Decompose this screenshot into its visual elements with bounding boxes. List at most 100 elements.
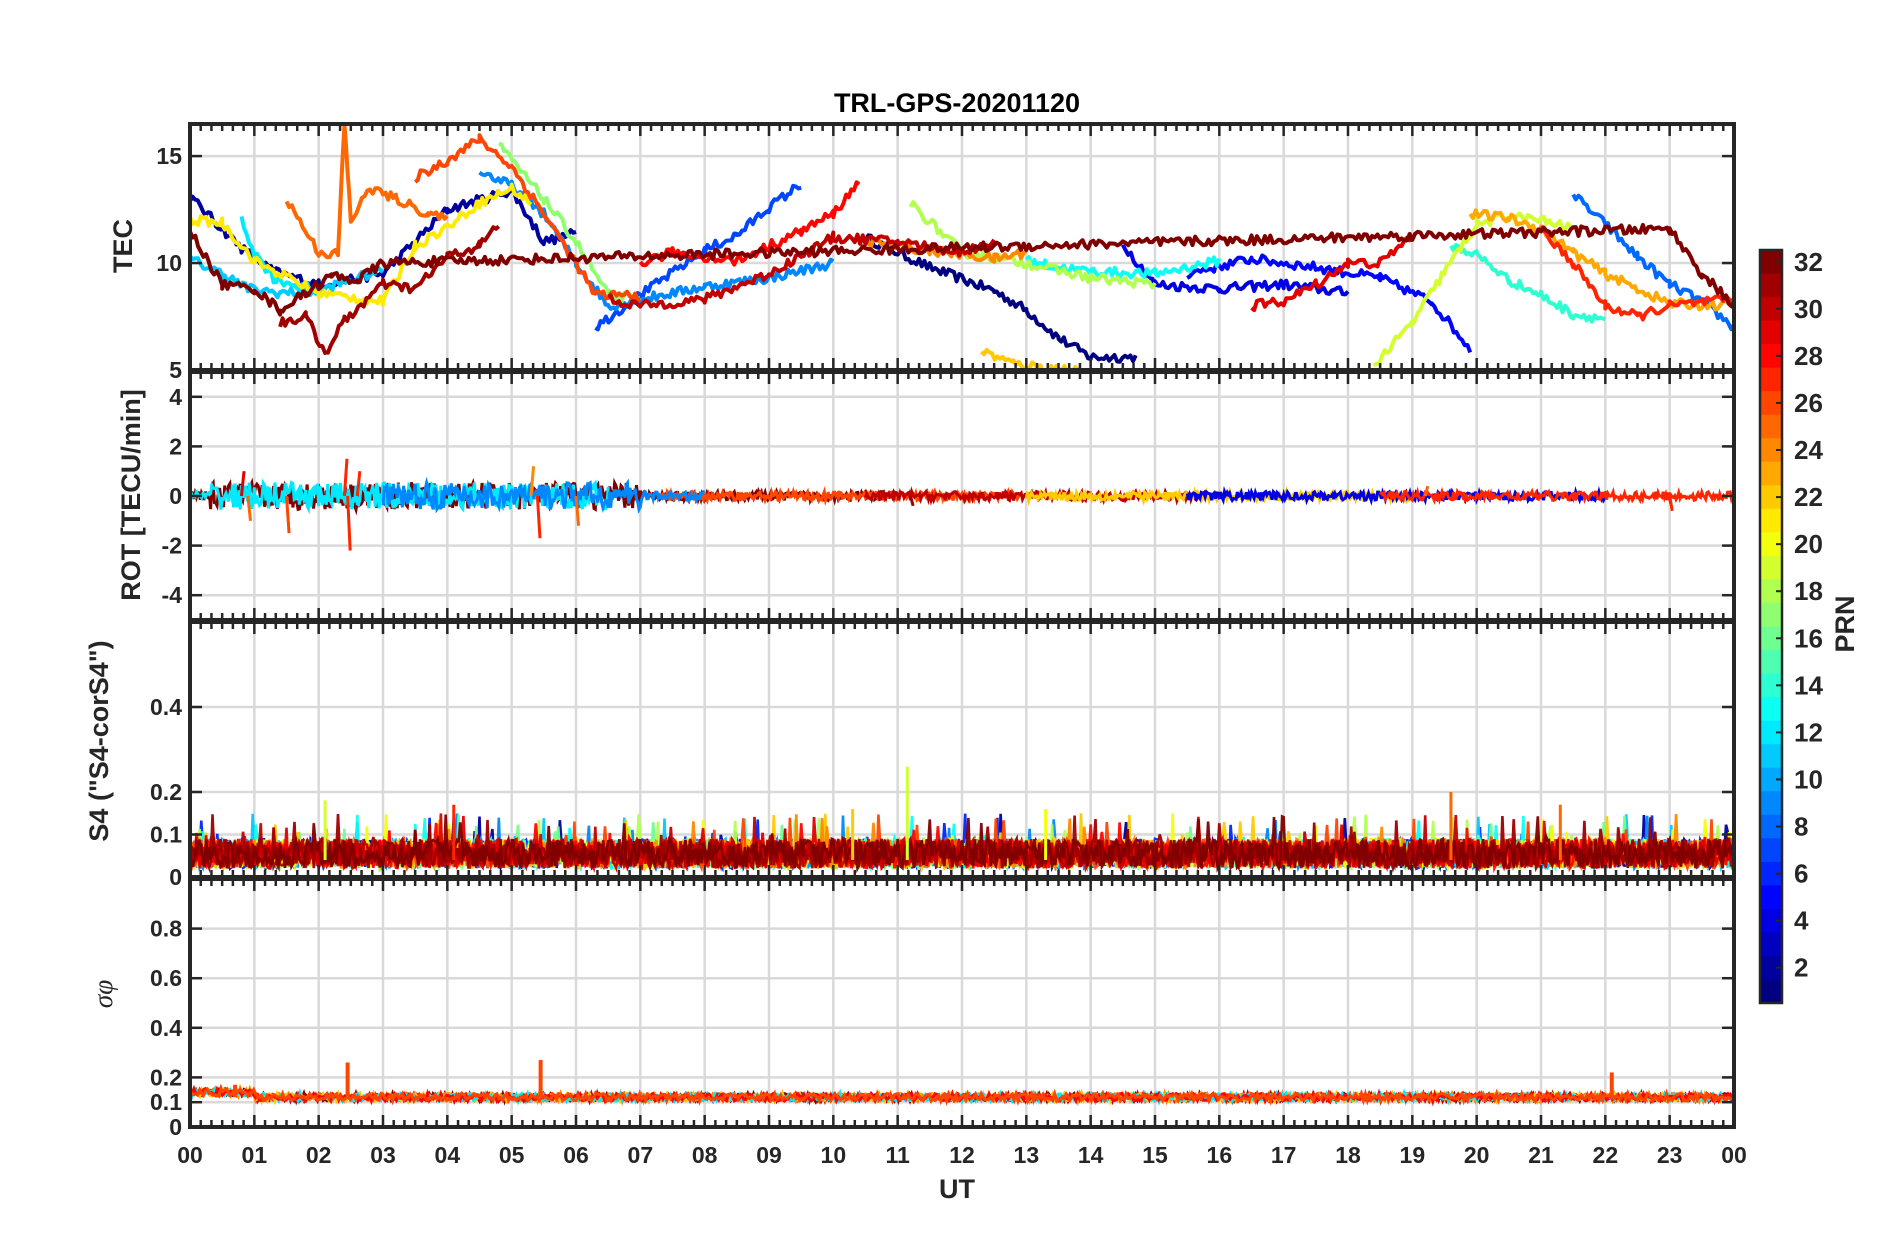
rot-series-line — [381, 476, 705, 514]
colorbar-tick-label: 14 — [1794, 670, 1823, 700]
rot-spike — [529, 466, 536, 497]
colorbar-swatch — [1760, 720, 1782, 745]
chart-title: TRL-GPS-20201120 — [834, 88, 1080, 118]
colorbar-frame — [1758, 248, 1784, 1005]
x-tick-label: 18 — [1335, 1142, 1361, 1168]
tec-series-line — [190, 222, 1734, 317]
data-layer — [190, 1060, 1734, 1107]
rot-spike — [1423, 485, 1430, 497]
data-layer — [190, 458, 1734, 551]
x-tick-label: 07 — [628, 1142, 654, 1168]
colorbar-tick-label: 30 — [1794, 294, 1823, 324]
ylabel-tec: TEC — [108, 219, 138, 273]
x-tick-label: 11 — [886, 1142, 911, 1168]
colorbar-tick-label: 32 — [1794, 247, 1823, 277]
colorbar-label: PRN — [1830, 595, 1860, 652]
y-tick-label: 0.8 — [150, 916, 182, 942]
rot-spike — [909, 495, 915, 507]
colorbar-swatch — [1760, 555, 1782, 581]
y-tick-label: 0.2 — [150, 1064, 182, 1090]
colorbar-swatch — [1760, 650, 1782, 675]
x-tick-label: 01 — [242, 1142, 268, 1168]
colorbar-tick-label: 6 — [1794, 859, 1808, 889]
y-tick-label: 15 — [156, 143, 182, 169]
ylabel-rot: ROT [TECU/min] — [116, 389, 146, 600]
y-tick-label: 0 — [169, 483, 182, 509]
y-tick-label: 0.4 — [150, 694, 182, 720]
x-tick-label: 09 — [756, 1142, 782, 1168]
rot-spike — [535, 495, 542, 539]
colorbar-tick-label: 24 — [1794, 435, 1823, 465]
colorbar-tick-label: 10 — [1794, 764, 1823, 794]
y-tick-label: 5 — [169, 357, 182, 383]
colorbar-swatch — [1760, 979, 1782, 1004]
colorbar-tick-label: 22 — [1794, 482, 1823, 512]
x-tick-label: 03 — [370, 1142, 396, 1168]
panel-rot: -4 -2 0 2 4 — [162, 370, 1736, 622]
x-tick-label: 13 — [1014, 1142, 1040, 1168]
colorbar-swatch — [1760, 532, 1782, 557]
tec-series-line — [1539, 225, 1734, 322]
rot-series-line — [1379, 486, 1734, 506]
ylabel-sigma-phi: σφ — [88, 980, 118, 1008]
x-tick-label: 14 — [1078, 1142, 1104, 1168]
colorbar-swatch — [1760, 438, 1782, 463]
rot-spike — [355, 471, 362, 497]
tec-series-line — [1121, 243, 1350, 297]
tec-series-line — [498, 141, 641, 304]
x-tick-label: 17 — [1271, 1142, 1297, 1168]
y-tick-label: 10 — [156, 250, 182, 276]
colorbar-tick-label: 12 — [1794, 717, 1823, 747]
xlabel-ut: UT — [939, 1174, 975, 1204]
panel-tec: 5 10 15 — [156, 122, 1736, 383]
y-tick-label: 0 — [169, 1114, 182, 1140]
rot-spike — [574, 495, 581, 526]
x-tick-label: 21 — [1528, 1142, 1554, 1168]
colorbar-swatch — [1760, 626, 1782, 651]
colorbar-tick-label: 28 — [1794, 341, 1823, 371]
rot-spike — [342, 458, 349, 497]
y-tick-label: 0.2 — [150, 779, 182, 805]
colorbar-swatch — [1760, 838, 1782, 863]
x-tick-label: 05 — [499, 1142, 525, 1168]
colorbar-swatch — [1760, 250, 1782, 275]
rot-spike — [246, 495, 252, 521]
colorbar-swatch — [1760, 861, 1782, 886]
x-tick-label: 12 — [949, 1142, 975, 1168]
tec-series-line — [908, 200, 1157, 290]
rot-spike — [285, 495, 291, 534]
y-tick-label: 0 — [169, 864, 182, 890]
rot-spike — [1668, 495, 1674, 512]
data-layer — [190, 766, 1734, 874]
tec-series-line — [1186, 253, 1473, 354]
tec-series-line — [1468, 208, 1734, 312]
colorbar-swatch — [1760, 885, 1782, 910]
colorbar-swatch — [1760, 485, 1782, 510]
colorbar-swatch — [1760, 955, 1782, 981]
y-tick-label: -4 — [162, 582, 183, 608]
colorbar-swatch — [1760, 697, 1782, 722]
colorbar-swatch — [1760, 744, 1782, 769]
colorbar-tick-label: 2 — [1794, 953, 1808, 983]
x-tick-label: 10 — [821, 1142, 847, 1168]
colorbar-swatch — [1760, 344, 1782, 369]
x-tick-label: 02 — [306, 1142, 332, 1168]
tec-series-line — [1372, 211, 1575, 368]
colorbar-tick-label: 20 — [1794, 529, 1823, 559]
ylabel-s4: S4 ("S4-corS4") — [84, 640, 114, 841]
x-tick-label: 04 — [435, 1142, 461, 1168]
y-tick-label: -2 — [162, 533, 182, 559]
colorbar-swatch — [1760, 814, 1782, 839]
y-tick-label: 0.1 — [150, 1089, 182, 1115]
colorbar-swatch — [1760, 791, 1782, 816]
colorbar-swatch — [1760, 367, 1782, 392]
y-tick-label: 0.6 — [150, 965, 182, 991]
colorbar-swatch — [1760, 414, 1782, 439]
x-tick-label: 15 — [1142, 1142, 1168, 1168]
x-tick-label: 00 — [1721, 1142, 1747, 1168]
colorbar-tick-label: 26 — [1794, 388, 1823, 418]
x-tick-label: 23 — [1657, 1142, 1683, 1168]
colorbar-tick-label: 16 — [1794, 623, 1823, 653]
